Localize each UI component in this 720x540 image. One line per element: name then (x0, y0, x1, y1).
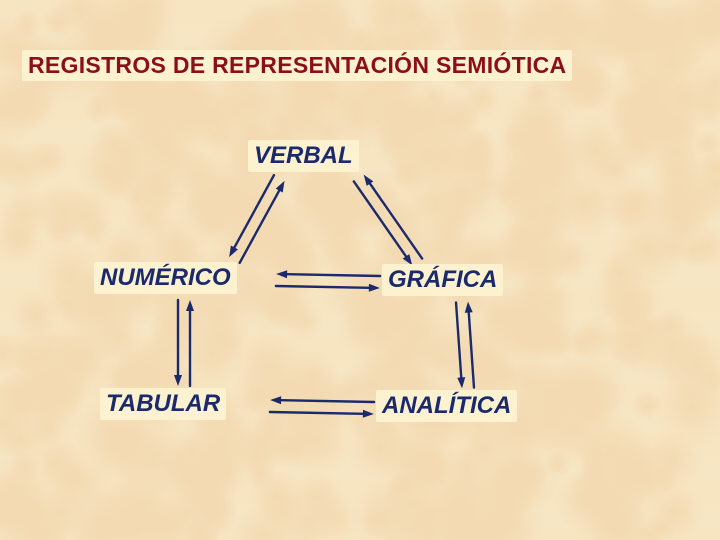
node-grafica: GRÁFICA (382, 264, 503, 296)
node-verbal: VERBAL (248, 140, 359, 172)
node-tabular: TABULAR (100, 388, 226, 420)
node-analitica: ANALÍTICA (376, 390, 517, 422)
diagram-stage: REGISTROS DE REPRESENTACIÓN SEMIÓTICA VE… (0, 0, 720, 540)
node-numerico: NUMÉRICO (94, 262, 237, 294)
diagram-title: REGISTROS DE REPRESENTACIÓN SEMIÓTICA (22, 50, 572, 81)
